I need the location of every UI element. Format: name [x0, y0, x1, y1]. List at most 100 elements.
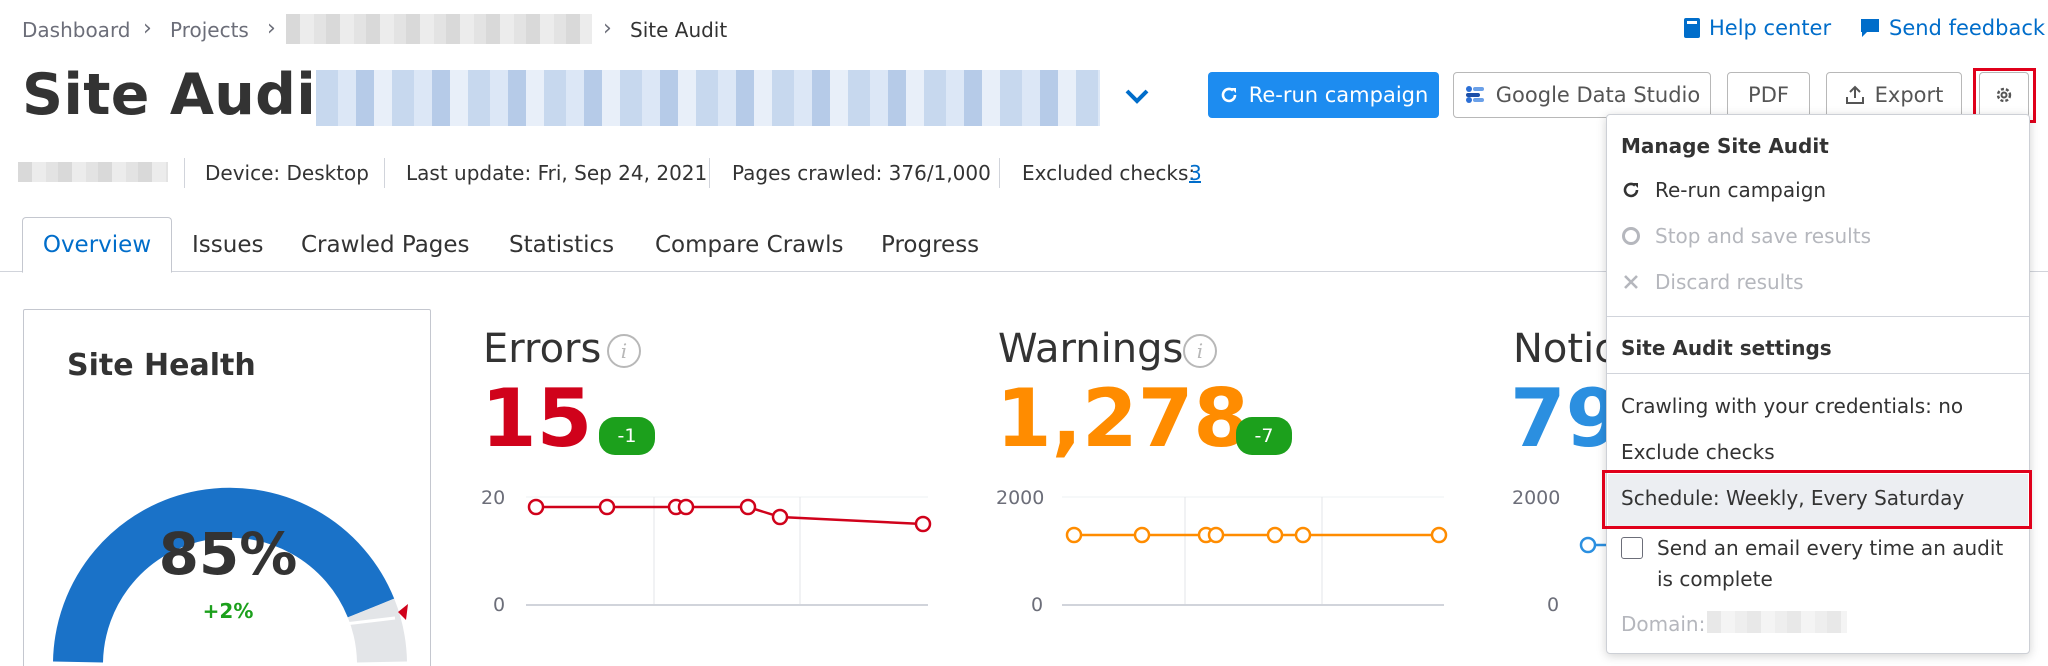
send-feedback-link[interactable]: Send feedback	[1859, 16, 2045, 40]
domain-label: Domain:	[1621, 612, 1706, 636]
warnings-y-axis-bottom: 0	[1031, 594, 1044, 616]
last-update-info: Last update: Fri, Sep 24, 2021	[406, 161, 708, 185]
breadcrumb-dashboard[interactable]: Dashboard	[22, 18, 131, 42]
menu-item-exclude-checks[interactable]: Exclude checks	[1621, 440, 1775, 464]
page-title: Site Audit:	[22, 62, 367, 128]
menu-item-label: Discard results	[1655, 270, 1804, 294]
notices-y-axis-bottom: 0	[1547, 594, 1560, 616]
menu-item-label: Stop and save results	[1655, 224, 1871, 248]
menu-item-discard-results: Discard results	[1621, 270, 1804, 294]
meta-divider	[709, 158, 710, 188]
excluded-checks-label: Excluded checks:	[1022, 161, 1196, 185]
menu-item-label: Re-run campaign	[1655, 178, 1827, 202]
data-point	[1579, 536, 1597, 554]
tabs-baseline	[0, 271, 2048, 272]
send-feedback-label: Send feedback	[1889, 16, 2046, 40]
site-audit-settings-heading: Site Audit settings	[1621, 336, 1832, 360]
warnings-sparkline	[1062, 496, 1448, 606]
meta-divider	[184, 158, 185, 188]
errors-y-axis-top: 20	[481, 487, 506, 509]
refresh-icon	[1623, 182, 1639, 198]
menu-item-rerun-campaign[interactable]: Re-run campaign	[1621, 178, 1826, 202]
menu-item-label: Schedule: Weekly, Every Saturday	[1621, 486, 1965, 510]
menu-divider	[1607, 316, 2029, 317]
tab-compare-crawls[interactable]: Compare Crawls	[655, 232, 844, 258]
tab-issues[interactable]: Issues	[192, 232, 264, 258]
warnings-y-axis-top: 2000	[996, 487, 1045, 509]
errors-y-axis-bottom: 0	[493, 594, 506, 616]
errors-title: Errors	[483, 326, 602, 372]
data-point	[1207, 526, 1225, 544]
chevron-down-icon[interactable]	[1124, 88, 1150, 106]
export-label: Export	[1874, 83, 1944, 107]
menu-item-stop-and-save: Stop and save results	[1621, 224, 1871, 248]
excluded-checks-count-link[interactable]: 3	[1189, 161, 1202, 185]
notices-value[interactable]: 79	[1510, 372, 1622, 465]
stop-circle-icon	[1622, 227, 1640, 245]
gear-icon	[1996, 87, 2012, 103]
errors-delta-badge: -1	[599, 417, 655, 455]
email-notification-checkbox[interactable]	[1621, 537, 1643, 559]
tab-crawled-pages[interactable]: Crawled Pages	[301, 232, 470, 258]
site-health-gauge	[53, 487, 408, 664]
data-point	[914, 515, 932, 533]
site-health-card: Site Health 85% +2%	[23, 309, 431, 666]
warnings-value[interactable]: 1,278	[996, 372, 1250, 465]
tab-overview[interactable]: Overview	[22, 217, 172, 273]
site-health-change: +2%	[202, 599, 254, 623]
email-notification-checkbox-row[interactable]: Send an email every time an audit is com…	[1621, 533, 2021, 595]
breadcrumb-project-redacted[interactable]	[286, 14, 592, 44]
domain-value-redacted	[1707, 611, 1847, 633]
google-data-studio-button[interactable]: Google Data Studio	[1453, 72, 1711, 118]
data-point	[1065, 526, 1083, 544]
menu-item-crawling-credentials[interactable]: Crawling with your credentials: no	[1621, 394, 1963, 418]
errors-sparkline	[526, 496, 932, 606]
warnings-delta-badge: -7	[1236, 417, 1292, 455]
breadcrumb-current: Site Audit	[630, 18, 728, 42]
data-point	[771, 508, 789, 526]
warnings-title: Warnings	[998, 326, 1184, 372]
menu-item-label: Crawling with your credentials: no	[1621, 394, 1964, 418]
site-health-title: Site Health	[67, 348, 256, 383]
menu-divider	[1607, 373, 2029, 374]
tab-progress[interactable]: Progress	[881, 232, 980, 258]
notices-title: Notic	[1513, 326, 1617, 372]
site-health-value: 85%	[158, 520, 298, 588]
chat-bubble-icon	[1861, 19, 1879, 37]
tab-statistics[interactable]: Statistics	[509, 232, 615, 258]
target-marker-icon	[398, 604, 408, 620]
export-button[interactable]: Export	[1826, 72, 1962, 118]
menu-item-schedule[interactable]: Schedule: Weekly, Every Saturday	[1621, 486, 1964, 510]
help-center-link[interactable]: Help center	[1683, 16, 1831, 40]
info-icon[interactable]: i	[1183, 334, 1217, 368]
rerun-campaign-button[interactable]: Re-run campaign	[1208, 72, 1439, 118]
device-info: Device: Desktop	[205, 161, 369, 185]
refresh-icon	[1221, 87, 1236, 103]
pdf-label: PDF	[1748, 83, 1789, 107]
data-point	[527, 498, 545, 516]
domain-redacted	[18, 162, 168, 182]
breadcrumb-separator: ›	[267, 16, 276, 41]
info-icon[interactable]: i	[607, 334, 641, 368]
meta-divider	[384, 158, 385, 188]
email-notification-label: Send an email every time an audit is com…	[1657, 536, 2004, 591]
data-point	[739, 498, 757, 516]
book-icon	[1684, 18, 1700, 38]
notices-y-axis-top: 2000	[1512, 487, 1561, 509]
help-center-label: Help center	[1709, 16, 1832, 40]
breadcrumb-projects[interactable]: Projects	[170, 18, 249, 42]
rerun-campaign-label: Re-run campaign	[1248, 83, 1429, 107]
pdf-button[interactable]: PDF	[1727, 72, 1810, 118]
pages-crawled-info: Pages crawled: 376/1,000	[732, 161, 991, 185]
menu-item-schedule-highlight	[1608, 474, 2028, 526]
errors-value[interactable]: 15	[481, 372, 593, 465]
data-point	[1430, 526, 1448, 544]
project-name-redacted	[316, 70, 1100, 126]
schedule-highlight-frame	[1602, 470, 2032, 529]
close-icon	[1624, 275, 1638, 289]
settings-dropdown-menu: Manage Site Audit Re-run campaign Stop a…	[1602, 114, 2032, 654]
data-point	[1266, 526, 1284, 544]
menu-item-label: Exclude checks	[1621, 440, 1775, 464]
data-point	[598, 498, 616, 516]
google-data-studio-label: Google Data Studio	[1495, 83, 1701, 107]
